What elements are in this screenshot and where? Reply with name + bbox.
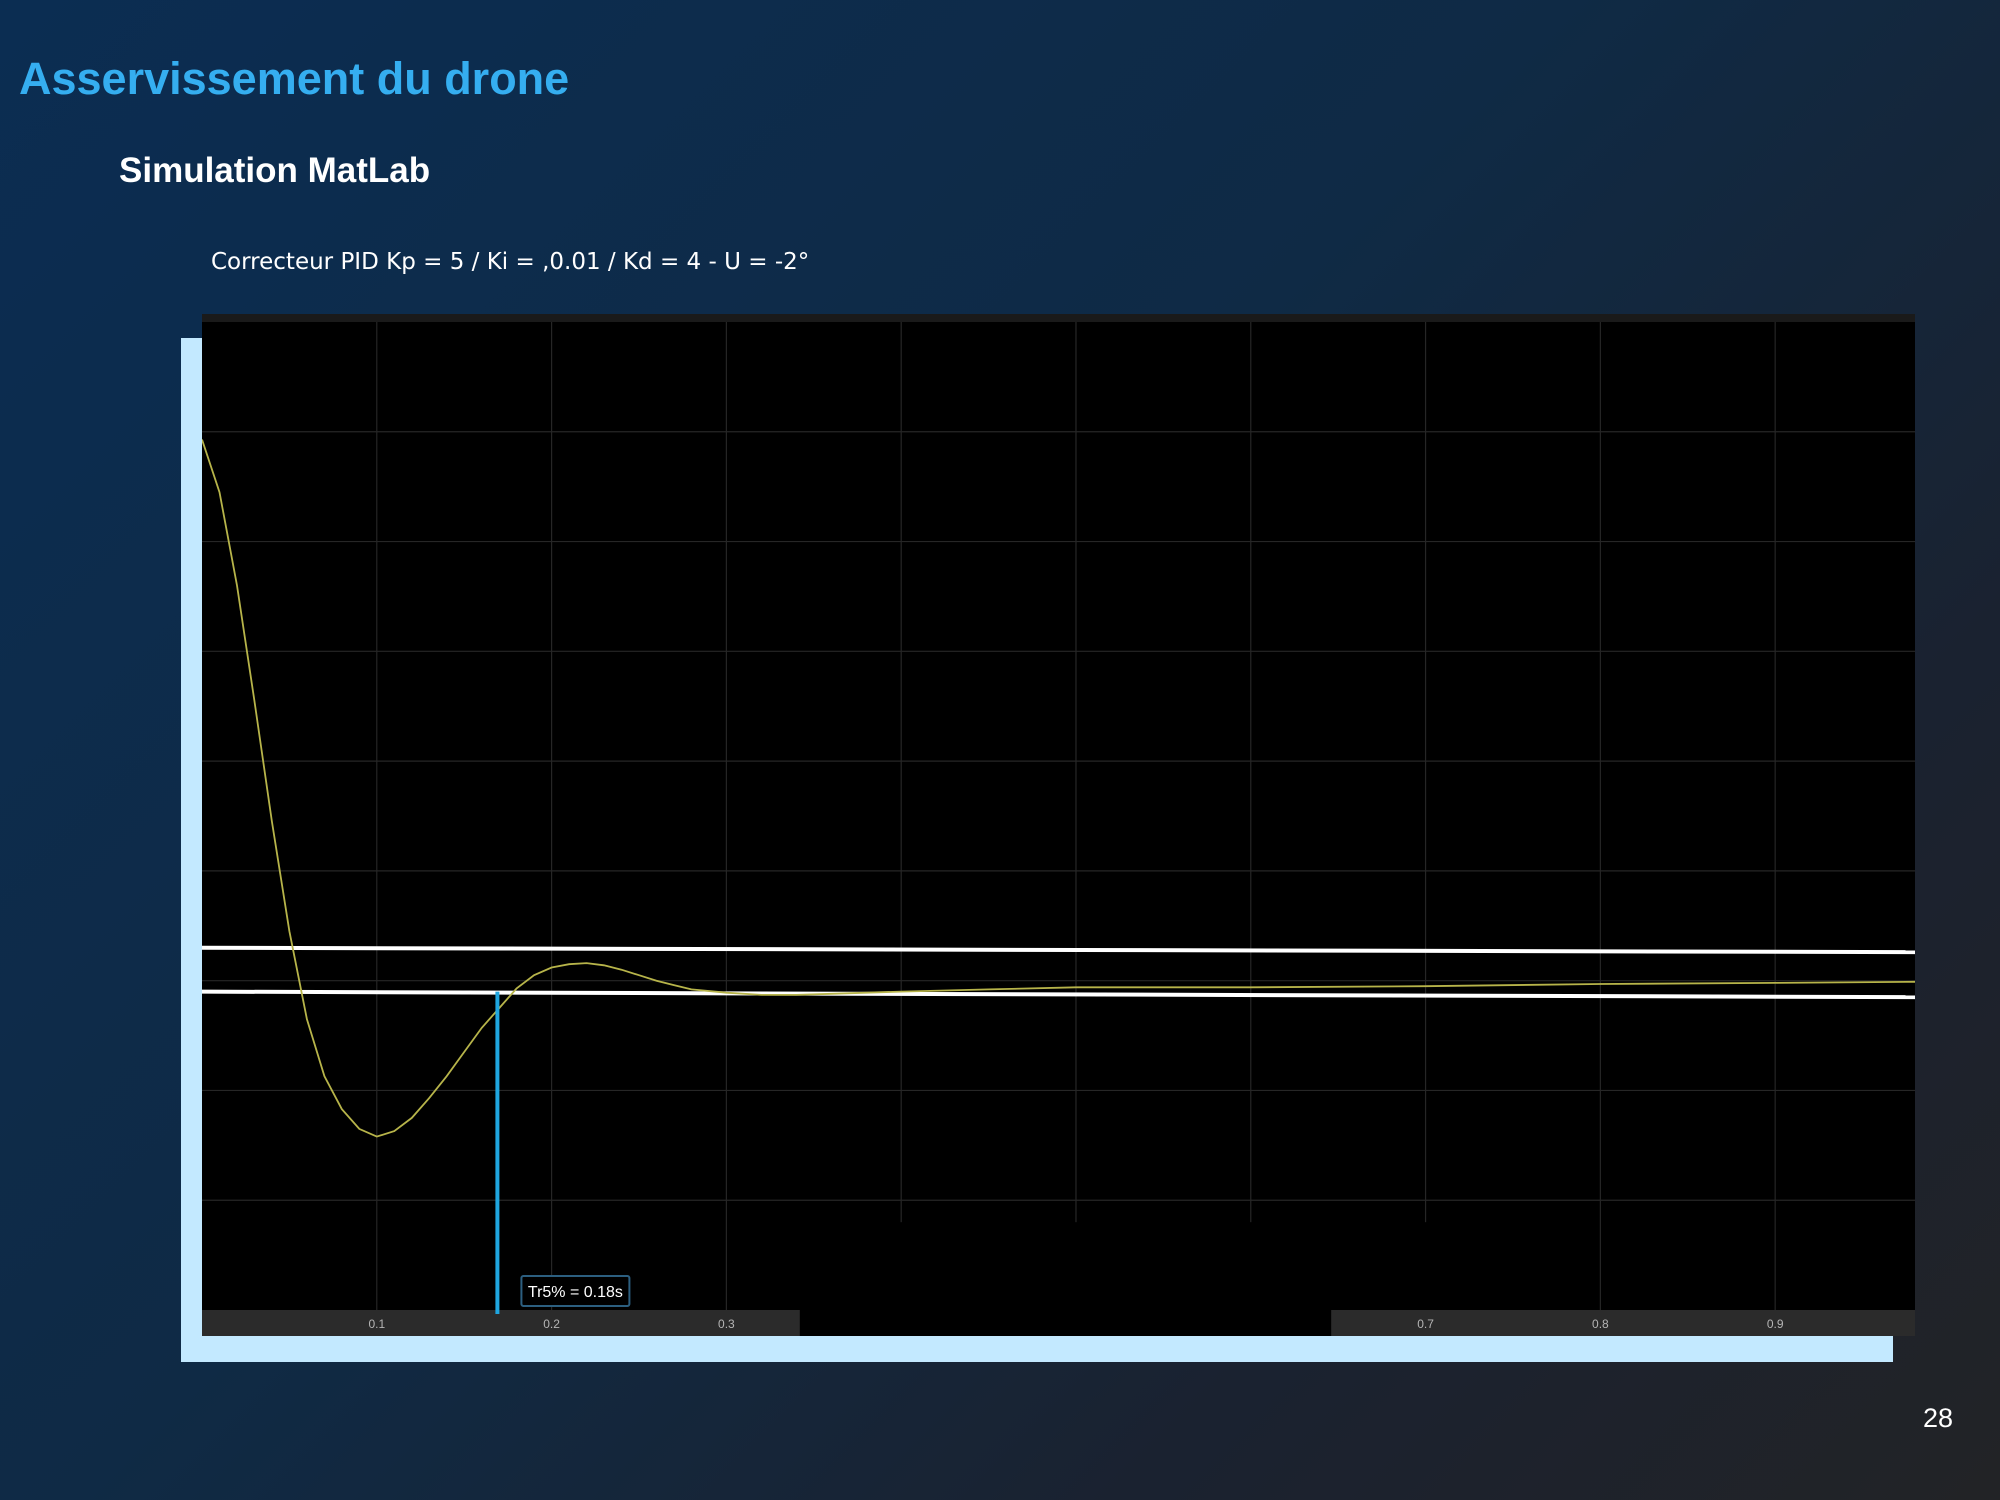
x-tick-label: 0.1 (368, 1317, 385, 1331)
x-tick-label: 0.2 (543, 1317, 560, 1331)
marker-label-box (520, 1274, 631, 1307)
x-axis-strip-left (202, 1310, 800, 1336)
chart-caption: Correcteur PID Kp = 5 / Ki = ,0.01 / Kd … (211, 249, 810, 275)
x-tick-label: 0.9 (1767, 1317, 1784, 1331)
tolerance-band-line (202, 945, 1915, 955)
response-chart: 0.1 0.2 0.3 0.7 0.8 0.9 Tr5% = 0.18s (202, 314, 1915, 1336)
marker-label: Tr5% = 0.18s (528, 1284, 623, 1301)
plot-background (202, 314, 1915, 1336)
slide-title: Asservissement du drone (19, 53, 570, 104)
x-tick-label: 0.7 (1417, 1317, 1434, 1331)
slide-subtitle: Simulation MatLab (119, 151, 431, 190)
x-axis-strip-right (1331, 1310, 1915, 1336)
tolerance-band-line (202, 989, 1915, 1000)
plot-top-border (202, 314, 1915, 322)
x-tick-label: 0.3 (718, 1317, 735, 1331)
x-tick-label: 0.8 (1592, 1317, 1609, 1331)
page-number: 28 (1923, 1403, 1954, 1433)
response-line (202, 439, 1915, 1138)
